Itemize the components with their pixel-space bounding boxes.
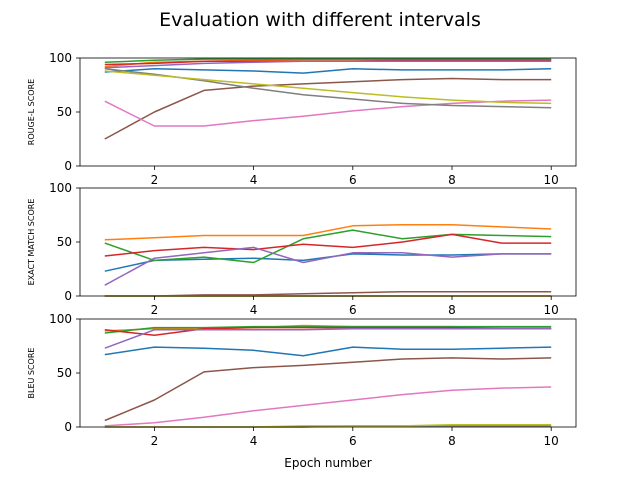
axes-frame [79,187,577,297]
x-tick-label: 4 [250,303,258,317]
x-tick-label: 10 [544,173,559,187]
y-axis-label: EXACT MATCH SCORE [27,199,36,286]
y-axis-label: ROUGE-L SCORE [27,79,36,145]
series-line-4 [104,233,552,257]
x-tick-label: 10 [544,434,559,448]
y-tick-label: 100 [49,51,72,65]
series-line-7 [104,99,552,127]
x-tick-label: 6 [349,173,357,187]
y-tick-label: 0 [64,420,72,434]
x-tick-label: 10 [544,303,559,317]
y-tick-label: 50 [57,235,72,249]
x-tick-label: 2 [151,434,159,448]
series-line-3 [104,229,552,264]
series-line-1 [104,68,552,74]
y-tick-label: 100 [49,312,72,326]
x-tick-label: 2 [151,173,159,187]
x-tick-label: 8 [448,434,456,448]
series-line-7 [104,386,552,427]
series-line-5 [104,246,552,286]
figure-title: Evaluation with different intervals [159,9,481,31]
y-tick-label: 100 [49,181,72,195]
series-line-3 [104,58,552,64]
x-tick-label: 2 [151,303,159,317]
y-axis-label: BLEU SCORE [27,348,36,399]
series-line-5 [104,60,552,69]
series-line-1 [104,346,552,357]
series-line-9 [104,70,552,105]
y-tick-label: 0 [64,159,72,173]
x-tick-label: 8 [448,303,456,317]
x-tick-label: 6 [349,434,357,448]
series-line-3 [104,325,552,334]
x-tick-label: 4 [250,173,258,187]
series-line-2 [104,223,552,241]
x-axis-label: Epoch number [284,456,371,470]
y-tick-label: 0 [64,289,72,303]
series-line-5 [104,327,552,349]
series-line-6 [104,357,552,422]
x-tick-label: 4 [250,434,258,448]
x-tick-label: 6 [349,303,357,317]
series-line-6 [104,77,552,140]
x-tick-label: 8 [448,173,456,187]
y-tick-label: 50 [57,366,72,380]
y-tick-label: 50 [57,105,72,119]
